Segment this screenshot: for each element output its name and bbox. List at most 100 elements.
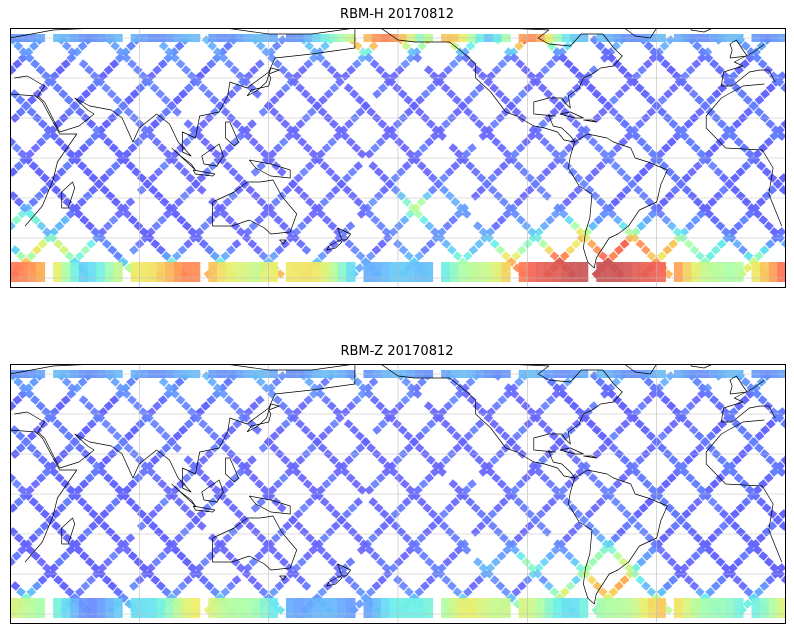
- swath-cell: [569, 401, 580, 411]
- swath-cell: [96, 262, 106, 282]
- swath-cell: [506, 437, 516, 447]
- swath-cell: [275, 425, 285, 435]
- swath-cell: [633, 521, 644, 531]
- swath-cell: [11, 551, 22, 561]
- swath-cell: [220, 443, 231, 453]
- swath-cell: [707, 161, 718, 171]
- swath-cell: [667, 557, 677, 567]
- swath-cell: [229, 401, 240, 411]
- swath-cell: [157, 551, 167, 561]
- swath-cell: [35, 401, 46, 411]
- swath-cell: [616, 527, 626, 537]
- swath-cell: [768, 407, 779, 417]
- swath-cell: [376, 557, 386, 567]
- swath-cell: [549, 251, 560, 261]
- swath-cell: [504, 203, 515, 213]
- swath-cell: [695, 251, 705, 261]
- swath-cell: [345, 473, 356, 483]
- swath-cell: [682, 598, 692, 618]
- swath-cell: [493, 167, 503, 177]
- swath-cell: [368, 197, 378, 207]
- swath-cell: [458, 262, 468, 282]
- swath-cell: [14, 197, 24, 207]
- swath-cell: [570, 262, 580, 282]
- swath-cell: [491, 221, 501, 231]
- swath-cell: [622, 598, 632, 618]
- swath-cell: [685, 137, 696, 147]
- swath-cell: [423, 262, 434, 282]
- swath-cell: [582, 467, 593, 477]
- swath-cell: [756, 197, 766, 207]
- swath-cell: [571, 419, 582, 429]
- swath-cell: [674, 125, 684, 135]
- swath-cell: [528, 461, 539, 471]
- swath-cell: [12, 59, 23, 69]
- swath-cell: [777, 262, 786, 282]
- swath-cell: [219, 209, 229, 219]
- swath-cell: [635, 455, 645, 465]
- swath-cell: [210, 587, 220, 597]
- swath-cell: [610, 161, 621, 171]
- swath-cell: [508, 491, 518, 501]
- swath-cell: [383, 125, 393, 135]
- swath-cell: [77, 161, 88, 171]
- swath-cell: [685, 557, 695, 567]
- swath-cell: [59, 245, 69, 255]
- swath-cell: [574, 71, 585, 81]
- swath-cell: [228, 167, 239, 177]
- swath-cell: [467, 598, 477, 618]
- swath-cell: [364, 53, 374, 63]
- swath-cell: [414, 443, 425, 453]
- swath-cell: [558, 545, 569, 555]
- swath-cell: [300, 89, 311, 99]
- swath-cell: [512, 431, 522, 441]
- swath-cell: [422, 191, 432, 201]
- swath-cell: [517, 245, 527, 255]
- swath-cell: [163, 149, 173, 159]
- swath-cell: [381, 227, 392, 237]
- swath-cell: [28, 533, 39, 543]
- swath-cell: [207, 161, 218, 171]
- swath-cell: [151, 137, 162, 147]
- swath-cell: [608, 107, 619, 117]
- swath-cell: [575, 227, 586, 237]
- swath-cell: [380, 407, 391, 417]
- swath-cell: [368, 41, 379, 51]
- swath-cell: [247, 575, 258, 585]
- swath-cell: [717, 419, 728, 429]
- swath-cell: [691, 598, 701, 618]
- swath-cell: [551, 485, 561, 495]
- swath-cell: [198, 419, 208, 429]
- swath-cell: [588, 473, 599, 483]
- swath-cell: [666, 473, 677, 483]
- swath-cell: [89, 407, 100, 417]
- swath-cell: [452, 587, 463, 597]
- swath-cell: [220, 107, 231, 117]
- swath-cell: [84, 473, 95, 483]
- coastline-path: [61, 181, 76, 209]
- swath-cell: [414, 251, 425, 261]
- swath-cell: [679, 131, 690, 141]
- swath-cell: [513, 161, 524, 171]
- coastline-path: [225, 121, 239, 147]
- swath-cell: [560, 95, 571, 105]
- swath-cell: [21, 437, 31, 447]
- swath-cell: [517, 425, 528, 435]
- swath-cell: [10, 262, 20, 282]
- swath-cell: [373, 167, 384, 177]
- swath-cell: [478, 227, 489, 237]
- swath-cell: [171, 587, 182, 597]
- swath-cell: [19, 203, 30, 213]
- swath-cell: [316, 545, 326, 555]
- swath-cell: [691, 395, 702, 405]
- swath-cell: [463, 95, 474, 105]
- swath-cell: [87, 262, 97, 282]
- swath-cell: [373, 503, 384, 513]
- swath-cell: [715, 221, 726, 231]
- swath-cell: [321, 551, 332, 561]
- swath-cell: [172, 107, 182, 117]
- swath-cell: [717, 262, 727, 282]
- swath-cell: [401, 377, 412, 387]
- coastline-path: [192, 169, 216, 177]
- swath-cell: [596, 533, 606, 543]
